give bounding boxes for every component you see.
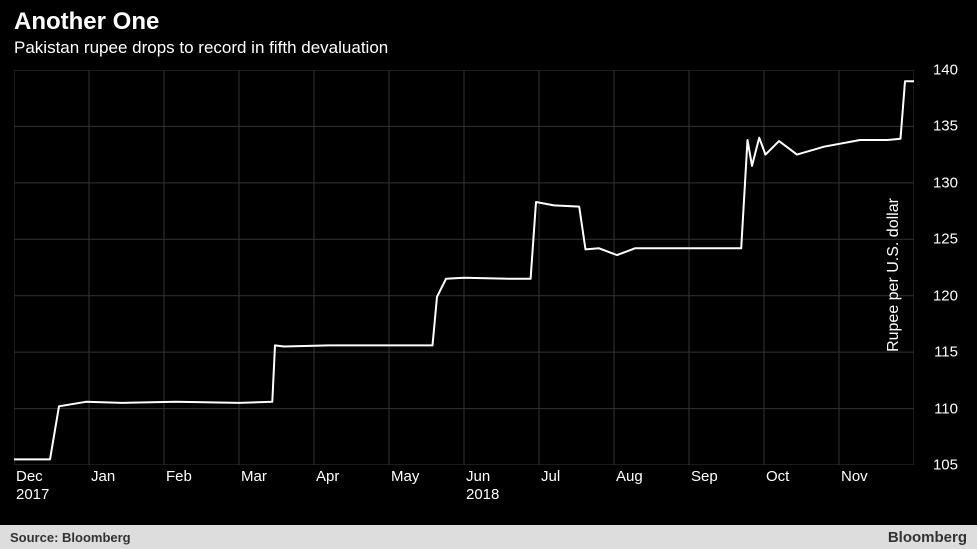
y-tick-label: 105 (933, 457, 958, 474)
x-tick-label: Oct (766, 468, 789, 486)
x-tick-label: May (391, 468, 419, 486)
x-tick-label: Jul (541, 468, 560, 486)
x-tick-label: Jan (91, 468, 115, 486)
y-tick-label: 140 (933, 62, 958, 79)
x-axis-tick-labels: Dec2017 Jan Feb Mar Apr May Jun2018 Jul Aug Sep Oc… (14, 468, 914, 508)
y-tick-label: 135 (933, 118, 958, 135)
chart-subtitle: Pakistan rupee drops to record in fifth … (0, 38, 977, 66)
x-tick-label: Feb (166, 468, 192, 486)
x-tick-label: Jun2018 (466, 468, 499, 504)
x-tick-label: Aug (616, 468, 643, 486)
brand-text: Bloomberg (888, 529, 967, 546)
y-axis-label: Rupee per U.S. dollar (885, 198, 903, 352)
chart-title: Another One (0, 0, 977, 38)
line-chart-svg (14, 70, 914, 465)
chart-footer: Source: Bloomberg Bloomberg (0, 525, 977, 549)
y-tick-label: 120 (933, 287, 958, 304)
chart-container: Another One Pakistan rupee drops to reco… (0, 0, 977, 549)
x-tick-label: Mar (241, 468, 267, 486)
x-tick-label: Apr (316, 468, 339, 486)
y-axis-tick-labels: 105110115120125130135140 (918, 70, 958, 465)
chart-plot-area (14, 70, 914, 465)
y-tick-label: 130 (933, 174, 958, 191)
y-tick-label: 110 (934, 400, 958, 417)
x-tick-label: Sep (691, 468, 718, 486)
source-text: Source: Bloomberg (10, 530, 131, 545)
y-tick-label: 115 (934, 344, 958, 361)
x-tick-label: Dec2017 (16, 468, 49, 504)
y-tick-label: 125 (933, 231, 958, 248)
x-tick-label: Nov (841, 468, 868, 486)
